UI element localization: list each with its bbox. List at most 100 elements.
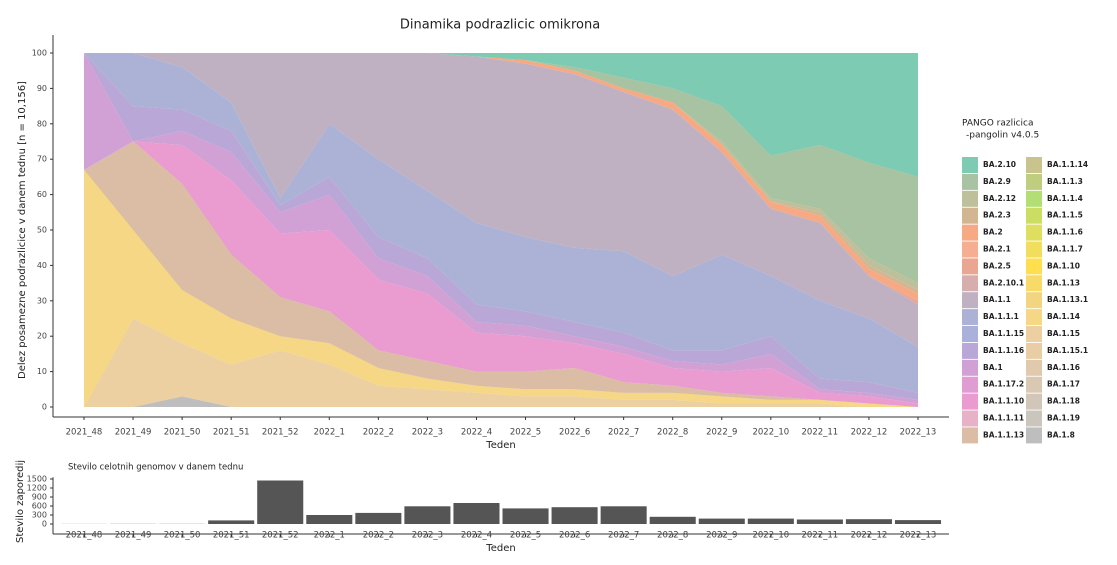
x-tick-label: 2021_51 [213,428,250,438]
y-tick-label: 0 [42,403,47,412]
legend-swatch[interactable] [1026,173,1042,190]
legend-swatch[interactable] [962,292,978,309]
legend-label[interactable]: BA.2.10.1 [983,278,1024,287]
legend-swatch[interactable] [1026,224,1042,241]
bar [698,518,745,524]
legend-label[interactable]: BA.1.18 [1047,397,1080,406]
legend-label[interactable]: BA.1.10 [1047,261,1080,270]
legend-swatch[interactable] [1026,359,1042,376]
legend-label[interactable]: BA.1 [983,363,1003,372]
area [84,53,918,347]
legend-label[interactable]: BA.1.13 [1047,278,1080,287]
legend-label[interactable]: BA.2.9 [983,177,1011,186]
area [84,169,918,407]
legend-label[interactable]: BA.1.16 [1047,363,1080,372]
legend-label[interactable]: BA.1.1.4 [1047,194,1083,203]
area [84,53,918,404]
legend-swatch[interactable] [1026,241,1042,258]
legend-swatch[interactable] [962,224,978,241]
legend-label[interactable]: BA.1.1.7 [1047,245,1083,254]
y-tick-label: 20 [37,332,47,341]
legend-label[interactable]: BA.1.13.1 [1047,295,1088,304]
legend-label[interactable]: BA.2.12 [983,194,1016,203]
legend-label[interactable]: BA.1.14 [1047,312,1080,321]
y-tick-label: 0 [42,520,47,529]
legend-swatch[interactable] [1026,190,1042,207]
y-tick-label: 900 [32,493,47,502]
x-tick-label: 2022_12 [851,428,888,438]
legend-label[interactable]: BA.1.19 [1047,414,1080,423]
x-tick-label: 2022_9 [706,428,737,438]
x-tick-label: 2022_6 [559,428,590,438]
legend-label[interactable]: BA.1.1 [983,295,1011,304]
bar [306,515,353,524]
legend-swatch[interactable] [1026,326,1042,342]
bar [502,508,549,524]
legend-label[interactable]: BA.1.1.13 [983,430,1024,439]
legend-swatch[interactable] [1026,342,1042,359]
bar [894,520,942,524]
legend-label[interactable]: BA.1.1.16 [983,346,1024,355]
legend-swatch[interactable] [962,410,978,427]
legend-label[interactable]: BA.2.5 [983,261,1011,270]
x-axis-title: Teden [485,440,515,451]
legend-swatch[interactable] [1026,207,1042,224]
legend-swatch[interactable] [962,173,978,190]
x-tick-label: 2022_1 [314,428,345,438]
legend-swatch[interactable] [962,207,978,224]
legend-swatch[interactable] [962,258,978,275]
x-tick-label: 2022_13 [900,428,937,438]
legend-swatch[interactable] [1026,410,1042,427]
legend-swatch[interactable] [962,241,978,258]
legend-label[interactable]: BA.1.1.3 [1047,177,1083,186]
legend-label[interactable]: BA.2 [983,228,1003,237]
legend-label[interactable]: BA.2.3 [983,211,1011,220]
area [84,53,918,284]
x-tick-label: 2021_52 [262,428,299,438]
legend-swatch[interactable] [1026,157,1042,173]
legend-label[interactable]: BA.1.8 [1047,430,1075,439]
legend-swatch[interactable] [1026,258,1042,275]
bar [208,520,255,524]
y-tick-label: 1200 [27,484,47,493]
legend-label[interactable]: BA.1.1.14 [1047,160,1088,169]
x-tick-label: 2021_50 [164,428,201,438]
legend-label[interactable]: BA.1.1.11 [983,414,1024,423]
legend-swatch[interactable] [962,275,978,292]
legend-swatch[interactable] [1026,376,1042,393]
legend-swatch[interactable] [962,427,978,444]
legend-swatch[interactable] [962,342,978,359]
legend-label[interactable]: BA.1.17 [1047,380,1080,389]
legend-swatch[interactable] [962,376,978,393]
legend-swatch[interactable] [1026,309,1042,326]
y-tick-label: 30 [37,296,47,305]
legend-swatch[interactable] [962,309,978,326]
area [84,53,918,393]
legend-label[interactable]: BA.1.1.10 [983,397,1024,406]
x-tick-label: 2021_48 [66,428,103,438]
legend-label[interactable]: BA.1.1.6 [1047,228,1083,237]
legend-label[interactable]: BA.1.15.1 [1047,346,1088,355]
legend-swatch[interactable] [962,326,978,342]
legend-label[interactable]: BA.1.1.5 [1047,211,1083,220]
chart-title: Dinamika podrazlicic omikrona [400,18,600,33]
legend-swatch[interactable] [962,393,978,410]
chart-subtitle: Stevilo celotnih genomov v danem tednu [68,463,243,473]
legend-label[interactable]: BA.1.1.1 [983,312,1019,321]
legend-swatch[interactable] [1026,292,1042,309]
legend-label[interactable]: BA.1.1.15 [983,329,1024,338]
legend-swatch[interactable] [1026,393,1042,410]
legend-swatch[interactable] [962,157,978,173]
legend-swatch[interactable] [1026,427,1042,444]
legend-swatch[interactable] [962,190,978,207]
legend-label[interactable]: BA.2.1 [983,245,1011,254]
x-tick-label: 2022_5 [510,428,541,438]
y-tick-label: 40 [37,261,47,270]
x-tick-label: 2022_11 [802,428,839,438]
legend-label[interactable]: BA.1.17.2 [983,380,1024,389]
legend-swatch[interactable] [962,359,978,376]
legend-swatch[interactable] [1026,275,1042,292]
x-tick-label: 2022_10 [752,428,789,438]
legend-label[interactable]: BA.2.10 [983,160,1016,169]
legend-label[interactable]: BA.1.15 [1047,329,1080,338]
